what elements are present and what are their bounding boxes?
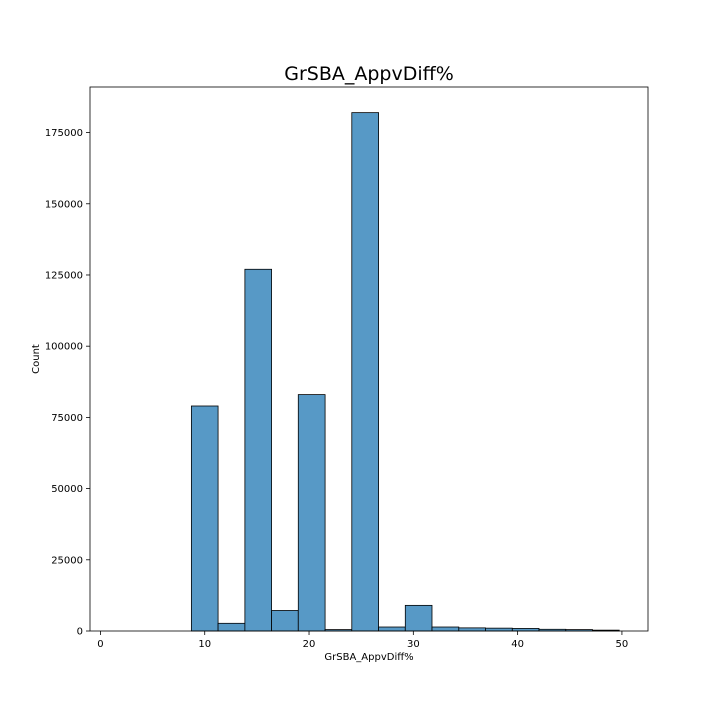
x-axis-ticks: 0 10 20 30 40 50 [97, 631, 628, 650]
x-tick-label: 0 [97, 639, 103, 650]
x-tick-label: 20 [303, 639, 316, 650]
histogram-bar [404, 604, 433, 632]
histogram-bar [244, 268, 272, 632]
y-axis-label: Count [31, 344, 42, 374]
y-tick-label: 25000 [51, 555, 83, 566]
histogram-bar [431, 626, 460, 632]
histogram-bar [217, 622, 246, 632]
y-tick-label: 100000 [45, 342, 83, 353]
x-axis-label: GrSBA_AppvDiff% [324, 652, 413, 663]
histogram-bar [378, 626, 406, 632]
x-tick-label: 40 [511, 639, 524, 650]
histogram-bar [190, 405, 219, 632]
histogram-bar [297, 394, 326, 632]
y-axis-ticks: 0 25000 50000 75000 100000 125000 150000 175000 [45, 128, 90, 638]
bars-group [190, 112, 620, 632]
histogram-bar [351, 112, 379, 632]
y-tick-label: 150000 [45, 199, 83, 210]
histogram-bar [271, 610, 299, 632]
histogram-bar [458, 627, 486, 632]
x-tick-label: 10 [198, 639, 211, 650]
y-tick-label: 0 [77, 627, 83, 638]
histogram-bar [485, 627, 513, 632]
y-tick-label: 75000 [51, 413, 83, 424]
plot-area-frame [89, 86, 649, 632]
y-tick-label: 50000 [51, 484, 83, 495]
chart-title: GrSBA_AppvDiff% [284, 63, 454, 85]
x-tick-label: 30 [407, 639, 420, 650]
x-tick-label: 50 [616, 639, 629, 650]
y-tick-label: 125000 [45, 270, 83, 281]
y-tick-label: 175000 [45, 128, 83, 139]
